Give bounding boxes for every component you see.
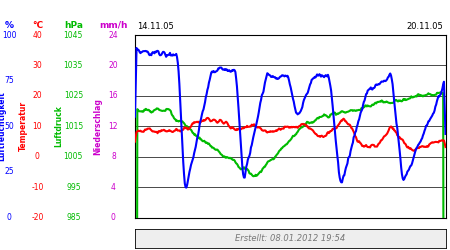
Text: 14.11.05: 14.11.05 bbox=[137, 22, 174, 31]
Text: -10: -10 bbox=[31, 182, 44, 192]
Text: 1045: 1045 bbox=[63, 30, 83, 40]
Text: 0: 0 bbox=[111, 213, 116, 222]
Text: Luftdruck: Luftdruck bbox=[54, 105, 63, 147]
Text: Erstellt: 08.01.2012 19:54: Erstellt: 08.01.2012 19:54 bbox=[235, 234, 346, 242]
Text: 10: 10 bbox=[32, 122, 42, 131]
Text: %: % bbox=[4, 20, 13, 30]
Text: 1015: 1015 bbox=[64, 122, 83, 131]
Text: Luftfeuchtigkeit: Luftfeuchtigkeit bbox=[0, 91, 7, 161]
Text: 985: 985 bbox=[66, 213, 81, 222]
Text: 1035: 1035 bbox=[63, 61, 83, 70]
Text: 12: 12 bbox=[108, 122, 118, 131]
Text: 20: 20 bbox=[32, 91, 42, 100]
Text: 995: 995 bbox=[66, 182, 81, 192]
Text: 4: 4 bbox=[111, 182, 116, 192]
Text: 20: 20 bbox=[108, 61, 118, 70]
Text: 24: 24 bbox=[108, 30, 118, 40]
Text: 40: 40 bbox=[32, 30, 42, 40]
Text: 25: 25 bbox=[4, 168, 14, 176]
Text: Niederschlag: Niederschlag bbox=[94, 98, 103, 155]
Text: 0: 0 bbox=[7, 213, 11, 222]
Text: Temperatur: Temperatur bbox=[19, 101, 28, 151]
Text: 8: 8 bbox=[111, 152, 116, 161]
Text: 0: 0 bbox=[35, 152, 40, 161]
Text: hPa: hPa bbox=[64, 20, 83, 30]
Text: 16: 16 bbox=[108, 91, 118, 100]
Text: 30: 30 bbox=[32, 61, 42, 70]
Text: 100: 100 bbox=[2, 30, 16, 40]
Text: -20: -20 bbox=[31, 213, 44, 222]
Text: mm/h: mm/h bbox=[99, 20, 128, 30]
Text: 1025: 1025 bbox=[64, 91, 83, 100]
Text: 1005: 1005 bbox=[63, 152, 83, 161]
Text: °C: °C bbox=[32, 20, 43, 30]
Text: 75: 75 bbox=[4, 76, 14, 85]
Text: 50: 50 bbox=[4, 122, 14, 131]
Text: 20.11.05: 20.11.05 bbox=[406, 22, 443, 31]
